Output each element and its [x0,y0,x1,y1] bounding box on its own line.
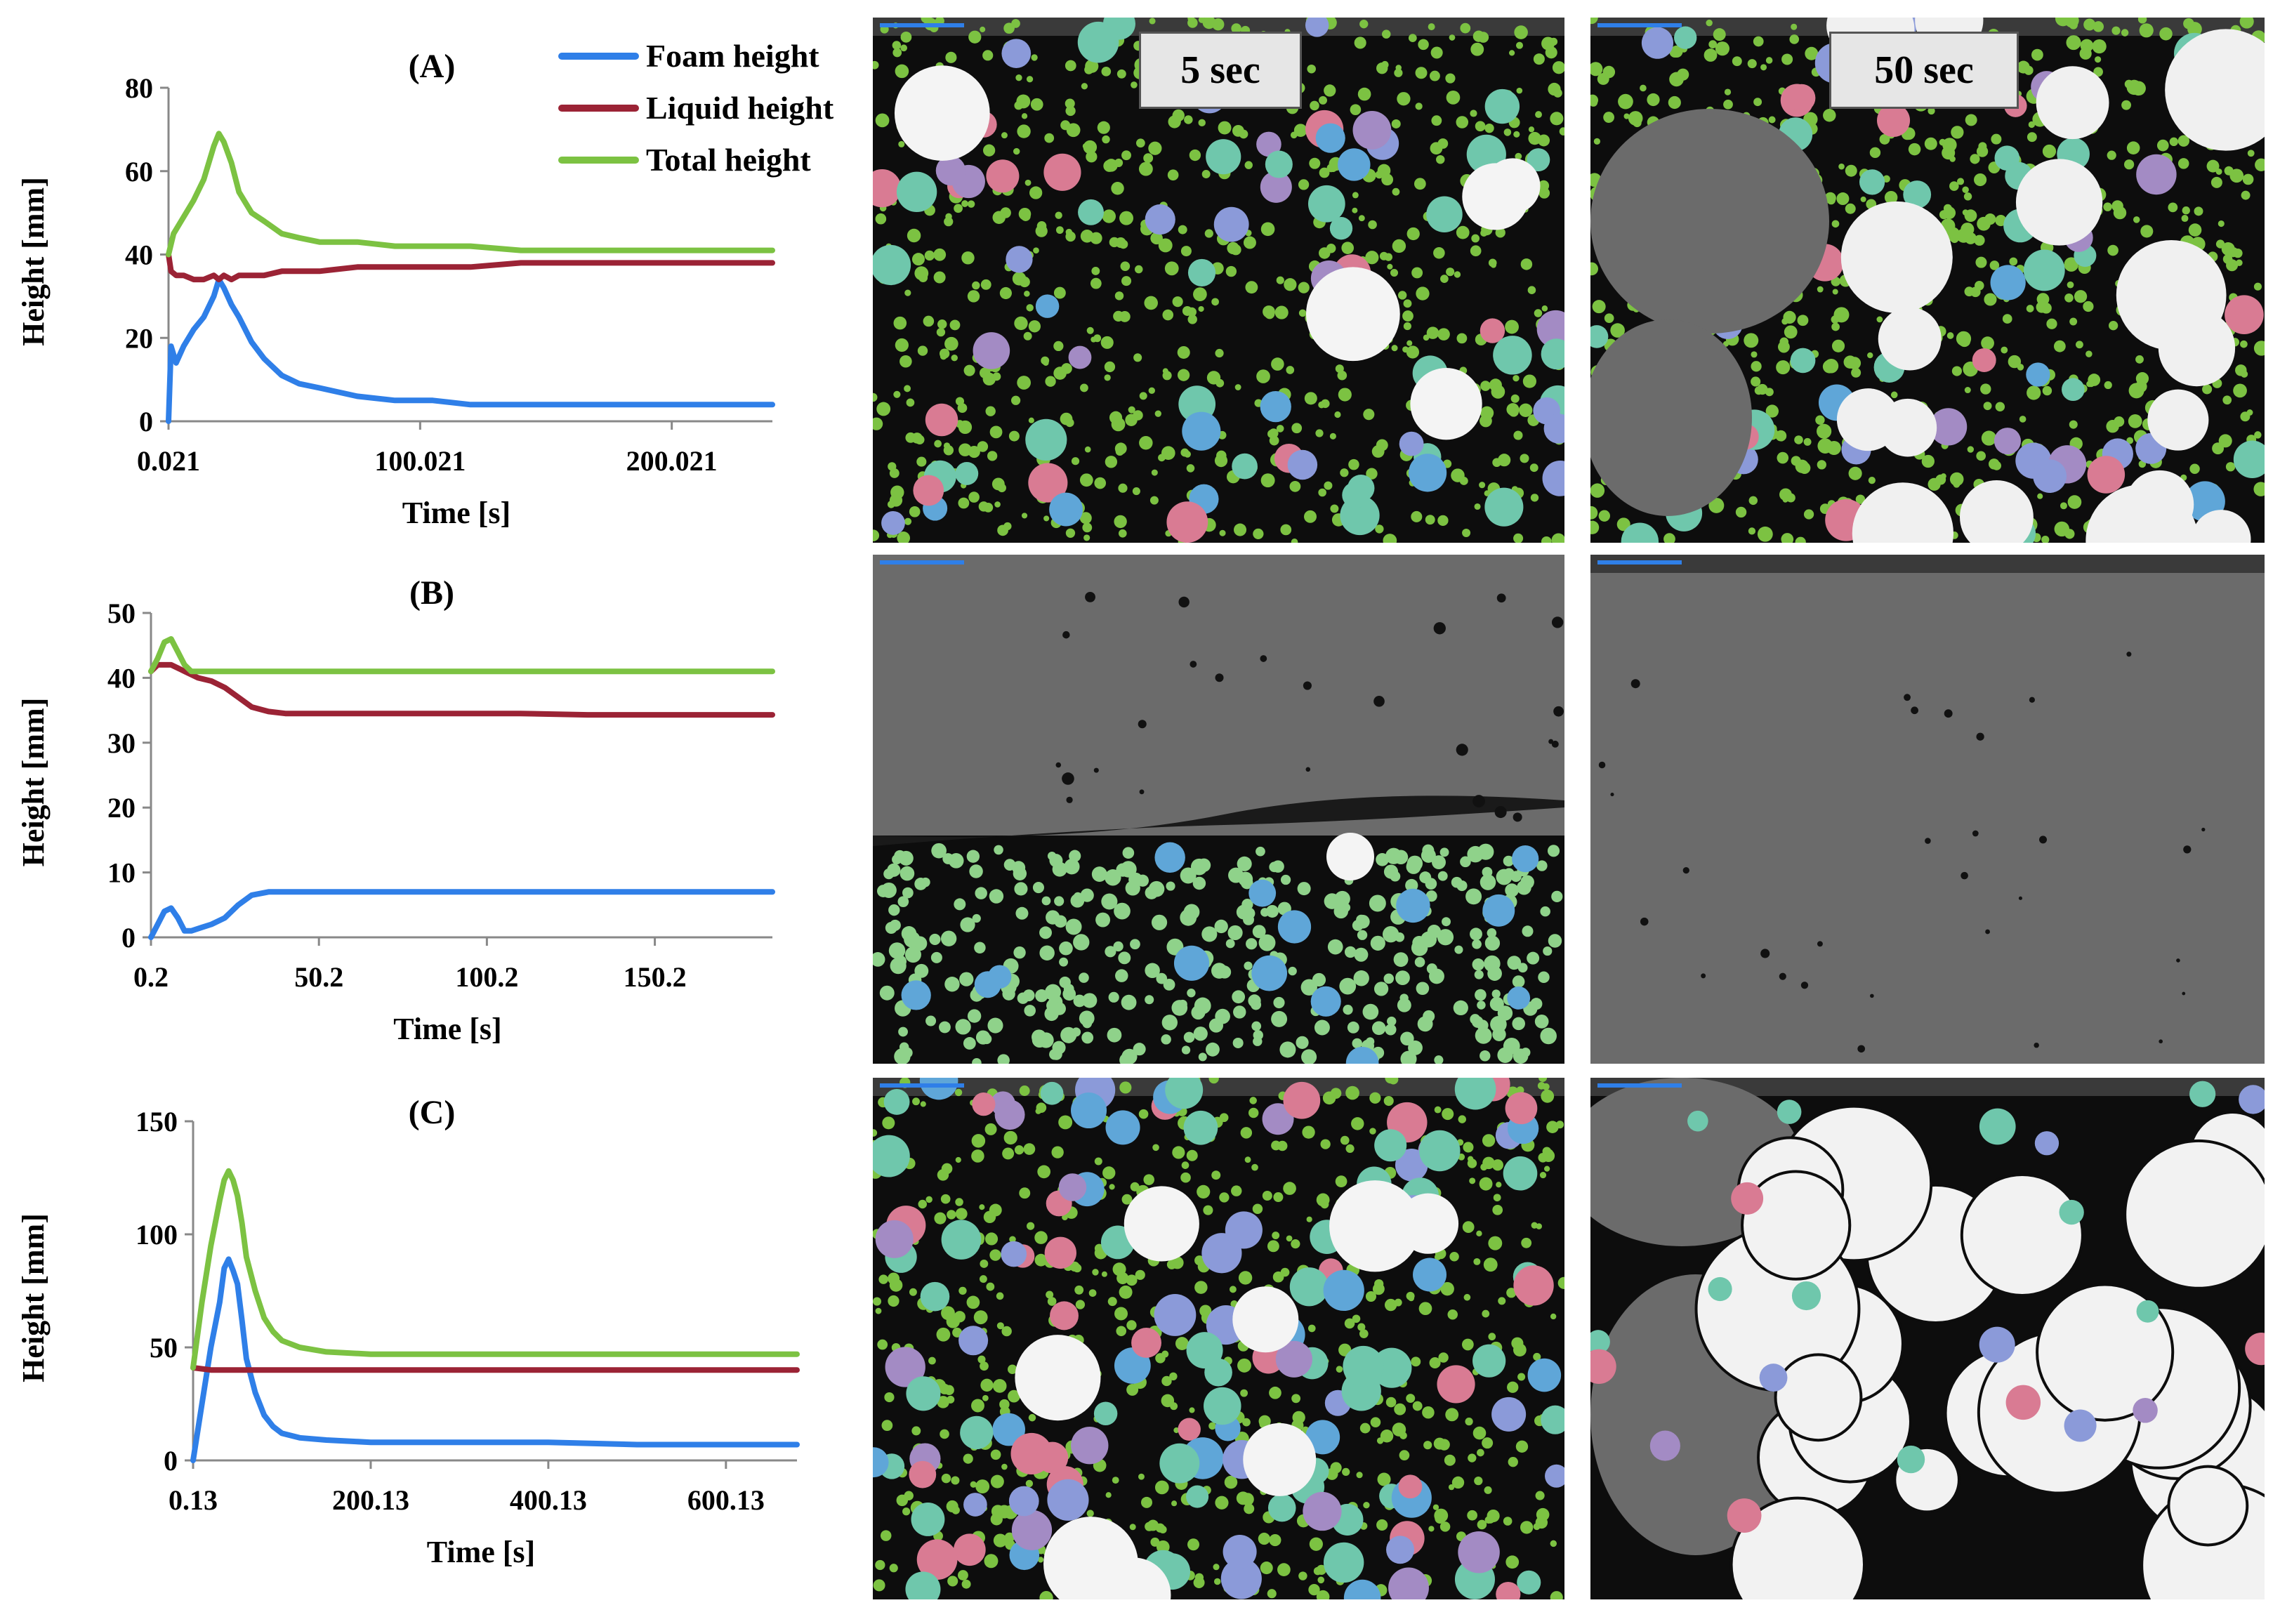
y-tick-label: 150 [136,1106,178,1137]
chart-title: (A) [409,48,456,85]
y-tick-label: 0 [139,406,153,437]
micrograph-c-50sec [1590,1078,2265,1599]
legend-label: Liquid height [646,90,834,126]
legend: Foam height Liquid height Total height [558,38,834,178]
x-tick-label: 600.13 [687,1484,765,1516]
chart-c: 0 50 100 150 0.13 200.13 400.13 600.13 Time [s] H… [16,1094,800,1569]
y-tick-label: 60 [125,156,153,187]
chart-title: (C) [409,1094,456,1131]
micrograph-c-5sec-image [873,1078,1564,1599]
y-tick-label: 0 [121,922,136,953]
x-axis-label: Time [s] [402,496,510,530]
y-tick-label: 10 [107,857,136,889]
series-line-total-height [190,1168,800,1371]
y-tick-label: 100 [136,1219,178,1250]
x-tick-label: 50.2 [294,961,343,993]
micrograph-b-5sec-image [873,555,1564,1064]
chart-b: 0 10 20 30 40 50 0.2 50.2 100.2 150.2 Time [s] Heig… [16,574,775,1046]
y-axis-label: Height [mm] [16,698,51,867]
series-line-foam-height [166,277,775,424]
y-tick-label: 20 [125,322,153,354]
y-tick-label: 0 [164,1445,178,1477]
micrograph-b-50sec [1590,555,2265,1064]
legend-label: Foam height [646,38,819,74]
time-label-5sec: 5 sec [1139,32,1302,109]
series-line-liquid-height [190,1365,800,1373]
y-tick-label: 40 [125,239,153,271]
series-line-foam-height [190,1256,800,1463]
x-tick-label: 0.021 [137,445,200,477]
micrograph-c-50sec-image [1590,1078,2265,1599]
y-tick-label: 40 [107,662,136,694]
x-tick-label: 200.021 [626,445,718,477]
y-tick-label: 80 [125,72,153,104]
legend-label: Total height [646,142,811,178]
chart-title: (B) [409,574,454,612]
series-line-liquid-height [148,661,775,718]
micrograph-a-50sec-image [1590,18,2265,543]
micrograph-b-50sec-image [1590,555,2265,1064]
y-tick-label: 30 [107,727,136,759]
micrograph-c-5sec [873,1078,1564,1599]
micrograph-a-5sec [873,18,1564,543]
x-axis-label: Time [s] [393,1012,501,1046]
x-tick-label: 150.2 [624,961,687,993]
chart-a: 0 20 40 60 80 0.021 100.021 200.021 Time [s] Heig… [16,48,775,530]
x-tick-label: 200.13 [332,1484,409,1516]
x-tick-label: 100.021 [374,445,466,477]
series-line-foam-height [148,889,775,940]
micrograph-a-5sec-image [873,18,1564,543]
x-axis-label: Time [s] [427,1535,535,1569]
series-line-total-height [166,131,775,258]
y-axis-label: Height [mm] [16,177,51,346]
y-axis-label: Height [mm] [16,1213,51,1382]
x-tick-label: 0.2 [133,961,169,993]
x-tick-label: 400.13 [510,1484,587,1516]
micrograph-b-5sec [873,555,1564,1064]
x-tick-label: 0.13 [169,1484,218,1516]
charts-area: Foam height Liquid height Total height 0 20… [16,38,834,1569]
y-tick-label: 50 [107,598,136,629]
x-tick-label: 100.2 [455,961,518,993]
time-label-50sec: 50 sec [1829,32,2019,109]
series-line-total-height [148,636,775,675]
y-tick-label: 20 [107,792,136,824]
series-line-liquid-height [166,251,775,283]
y-tick-label: 50 [150,1332,178,1364]
